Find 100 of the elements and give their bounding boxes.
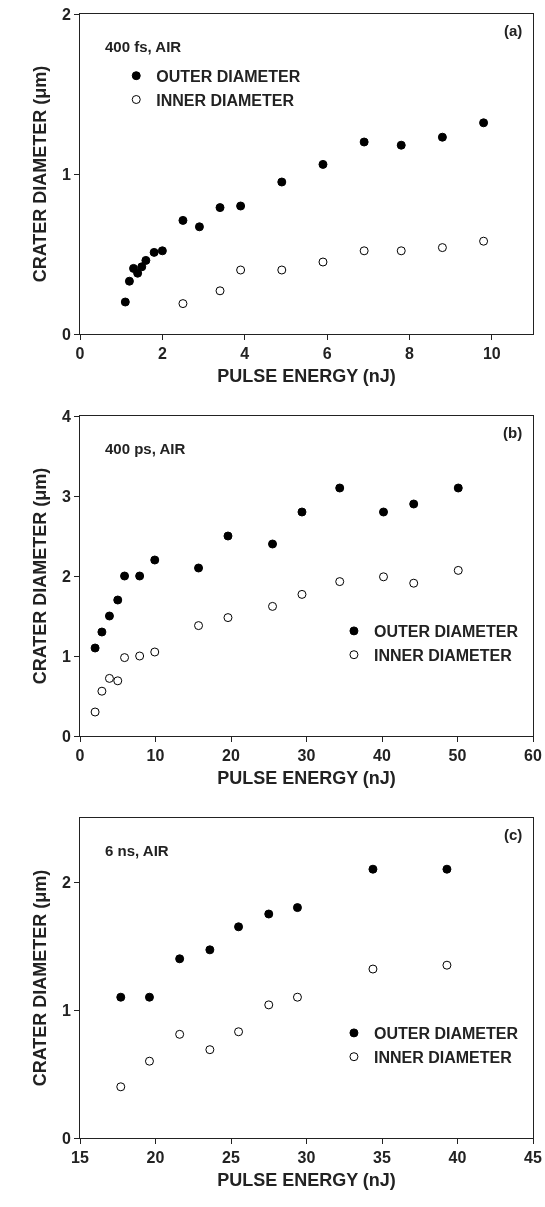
point: [437, 132, 447, 142]
legend-label: INNER DIAMETER: [373, 646, 513, 664]
point: [113, 595, 123, 605]
point: [157, 246, 167, 256]
point: [292, 992, 302, 1002]
x-tick-label: 20: [146, 1149, 165, 1167]
y-tick-label: 1: [61, 647, 71, 665]
point: [97, 686, 107, 696]
point: [379, 572, 389, 582]
point: [137, 262, 147, 272]
x-tick-label: 10: [482, 345, 501, 363]
y-axis-title: CRATER DIAMETER (μm): [30, 869, 51, 1087]
point: [116, 992, 126, 1002]
x-tick-label: 8: [405, 345, 414, 363]
x-tick-label: 4: [240, 345, 250, 363]
point: [236, 201, 246, 211]
x-tick-label: 2: [157, 345, 167, 363]
y-tick-label: 0: [61, 1129, 71, 1147]
y-tick-label: 1: [61, 165, 71, 183]
point: [97, 627, 107, 637]
point: [150, 555, 160, 565]
point: [268, 539, 278, 549]
x-tick-label: 45: [524, 1149, 542, 1167]
point: [268, 601, 278, 611]
legend-label: OUTER DIAMETER: [373, 623, 519, 641]
point: [453, 483, 463, 493]
point: [236, 265, 246, 275]
annotation: 400 ps, AIR: [105, 440, 186, 457]
point: [297, 589, 307, 599]
point: [135, 651, 145, 661]
point: [116, 1082, 126, 1092]
y-tick-label: 4: [61, 407, 71, 425]
x-tick-label: 35: [373, 1149, 391, 1167]
y-tick-label: 1: [61, 1001, 71, 1019]
point: [141, 255, 151, 265]
x-tick-label: 30: [297, 747, 316, 765]
point: [120, 653, 130, 663]
point: [104, 611, 114, 621]
x-tick-label: 40: [373, 747, 391, 765]
x-tick-label: 20: [222, 747, 240, 765]
point: [175, 954, 185, 964]
point: [178, 299, 188, 309]
point: [335, 577, 345, 587]
point: [335, 483, 345, 493]
x-tick-label: 60: [524, 747, 542, 765]
point: [150, 647, 160, 657]
annotation: (b): [503, 424, 523, 441]
point: [409, 578, 419, 588]
legend-label: OUTER DIAMETER: [373, 1025, 519, 1043]
point: [90, 643, 100, 653]
point: [215, 286, 225, 296]
annotation: 6 ns, AIR: [105, 842, 169, 859]
point: [297, 507, 307, 517]
point: [194, 563, 204, 573]
point: [368, 864, 378, 874]
legend-label: INNER DIAMETER: [156, 91, 295, 109]
point: [215, 203, 225, 213]
point: [205, 945, 215, 955]
y-tick-label: 2: [61, 567, 71, 585]
point: [442, 864, 452, 874]
x-tick-label: 30: [297, 1149, 316, 1167]
point: [223, 531, 233, 541]
point: [234, 922, 244, 932]
y-axis-title: CRATER DIAMETER (μm): [30, 65, 51, 283]
legend-label: INNER DIAMETER: [373, 1048, 513, 1066]
point: [120, 297, 130, 307]
x-tick-label: 50: [448, 747, 467, 765]
point: [453, 565, 463, 575]
annotation: (c): [504, 826, 523, 843]
x-tick-label: 10: [146, 747, 165, 765]
x-tick-label: 40: [448, 1149, 467, 1167]
point: [178, 215, 188, 225]
y-tick-label: 3: [61, 487, 71, 505]
point: [368, 964, 378, 974]
point: [437, 243, 447, 253]
point: [442, 960, 452, 970]
point: [113, 676, 123, 686]
point: [194, 621, 204, 631]
point: [124, 276, 134, 286]
point: [144, 1056, 154, 1066]
annotation: 400 fs, AIR: [105, 38, 182, 55]
point: [135, 571, 145, 581]
x-axis-title: PULSE ENERGY (nJ): [217, 768, 396, 789]
point: [359, 137, 369, 147]
point: [277, 265, 287, 275]
x-axis-title: PULSE ENERGY (nJ): [217, 366, 396, 387]
point: [409, 499, 419, 509]
point: [133, 268, 143, 278]
point: [379, 507, 389, 517]
point: [120, 571, 130, 581]
point: [396, 140, 406, 150]
point: [205, 1045, 215, 1055]
point: [264, 1000, 274, 1010]
point: [479, 236, 489, 246]
point: [223, 613, 233, 623]
y-axis-title: CRATER DIAMETER (μm): [30, 467, 51, 685]
point: [292, 903, 302, 913]
x-tick-label: 6: [322, 345, 332, 363]
x-tick-label: 0: [75, 345, 85, 363]
point: [359, 246, 369, 256]
